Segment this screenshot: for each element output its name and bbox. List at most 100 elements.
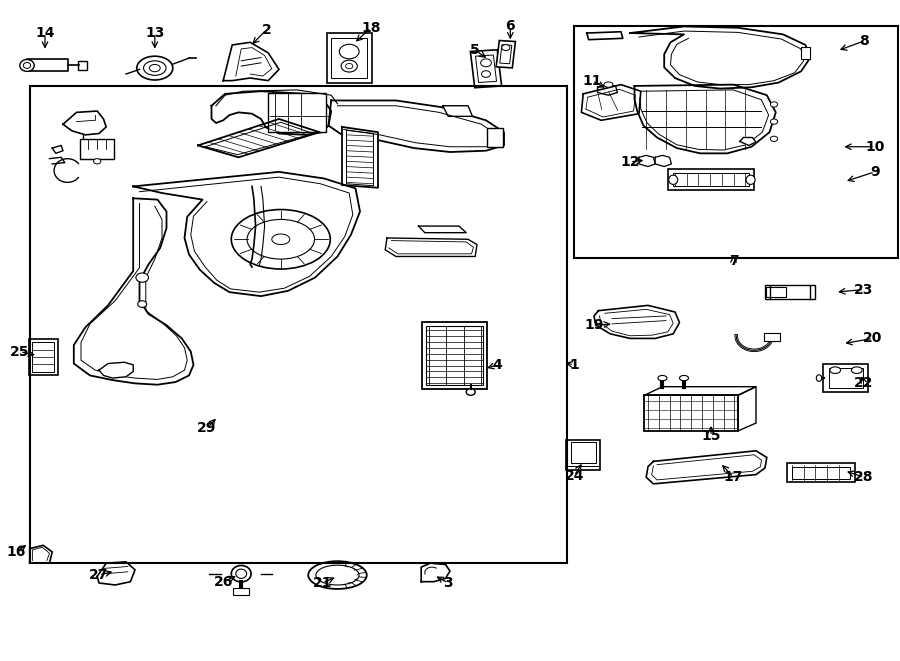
Ellipse shape — [136, 273, 149, 282]
Polygon shape — [198, 119, 320, 157]
Bar — [766, 287, 786, 297]
Text: 26: 26 — [213, 574, 233, 589]
Bar — [426, 326, 483, 385]
Polygon shape — [418, 226, 466, 233]
Ellipse shape — [247, 219, 315, 259]
Bar — [327, 33, 372, 83]
Bar — [78, 61, 87, 70]
Ellipse shape — [20, 59, 34, 71]
Polygon shape — [738, 387, 756, 431]
Polygon shape — [385, 238, 477, 256]
Text: 13: 13 — [145, 26, 165, 40]
Ellipse shape — [680, 375, 688, 381]
Polygon shape — [598, 85, 617, 95]
Text: 22: 22 — [854, 376, 874, 391]
Ellipse shape — [94, 159, 101, 164]
Text: 27: 27 — [89, 568, 109, 582]
Polygon shape — [630, 26, 810, 89]
Bar — [644, 395, 738, 432]
Ellipse shape — [466, 389, 475, 395]
Polygon shape — [99, 362, 133, 378]
Bar — [801, 47, 810, 59]
Text: 29: 29 — [197, 421, 217, 436]
Text: 4: 4 — [493, 358, 502, 372]
Polygon shape — [644, 387, 756, 395]
Bar — [787, 463, 855, 482]
Bar — [475, 55, 497, 83]
Text: 11: 11 — [582, 73, 602, 88]
Ellipse shape — [746, 175, 755, 184]
Ellipse shape — [481, 59, 491, 67]
Text: 9: 9 — [870, 165, 879, 179]
Text: 19: 19 — [584, 318, 604, 332]
Text: 20: 20 — [863, 331, 883, 346]
Polygon shape — [223, 42, 279, 81]
Polygon shape — [27, 59, 68, 71]
Polygon shape — [30, 545, 52, 563]
Text: 3: 3 — [444, 576, 453, 590]
Bar — [422, 322, 487, 389]
Polygon shape — [594, 305, 680, 338]
Ellipse shape — [502, 44, 510, 51]
Polygon shape — [97, 562, 135, 585]
Bar — [829, 368, 863, 388]
Ellipse shape — [770, 119, 778, 124]
Ellipse shape — [231, 210, 330, 269]
Text: 28: 28 — [854, 470, 874, 485]
Bar — [80, 139, 114, 159]
Bar — [792, 467, 850, 479]
Ellipse shape — [830, 367, 841, 373]
Bar — [574, 26, 898, 258]
Bar — [500, 45, 512, 63]
Ellipse shape — [236, 569, 247, 578]
Ellipse shape — [341, 60, 357, 72]
Ellipse shape — [482, 71, 490, 77]
Text: 18: 18 — [361, 20, 381, 35]
Ellipse shape — [137, 56, 173, 80]
Text: 21: 21 — [312, 576, 332, 590]
Bar — [566, 440, 600, 469]
Ellipse shape — [658, 375, 667, 381]
Polygon shape — [212, 91, 331, 135]
Bar — [233, 588, 249, 595]
Bar — [487, 128, 503, 147]
Ellipse shape — [308, 561, 367, 589]
Polygon shape — [328, 100, 504, 152]
Bar — [268, 93, 326, 132]
Polygon shape — [587, 32, 623, 40]
Bar — [673, 173, 749, 186]
Text: 5: 5 — [471, 43, 480, 58]
Ellipse shape — [316, 565, 359, 585]
Polygon shape — [639, 155, 655, 167]
Text: 16: 16 — [6, 545, 26, 559]
Bar — [30, 86, 567, 563]
Bar — [496, 40, 516, 68]
Bar — [331, 38, 367, 78]
Ellipse shape — [604, 82, 613, 87]
Ellipse shape — [143, 61, 166, 75]
Bar — [32, 342, 54, 371]
Text: 14: 14 — [35, 26, 55, 40]
Polygon shape — [634, 85, 776, 153]
Polygon shape — [63, 111, 106, 135]
Polygon shape — [74, 198, 194, 385]
Text: 12: 12 — [620, 155, 640, 169]
Ellipse shape — [346, 63, 353, 69]
Text: 2: 2 — [262, 22, 271, 37]
Ellipse shape — [231, 565, 251, 582]
Polygon shape — [342, 127, 378, 188]
Text: 17: 17 — [724, 470, 743, 485]
Polygon shape — [581, 85, 641, 120]
Polygon shape — [52, 145, 63, 153]
Ellipse shape — [339, 44, 359, 59]
Ellipse shape — [23, 62, 31, 69]
Text: 25: 25 — [10, 344, 30, 359]
Ellipse shape — [770, 102, 778, 107]
Polygon shape — [443, 106, 473, 116]
Bar — [29, 338, 58, 375]
Ellipse shape — [138, 301, 147, 307]
Polygon shape — [740, 137, 756, 145]
Polygon shape — [655, 155, 671, 167]
Bar — [571, 442, 596, 463]
Ellipse shape — [669, 175, 678, 184]
